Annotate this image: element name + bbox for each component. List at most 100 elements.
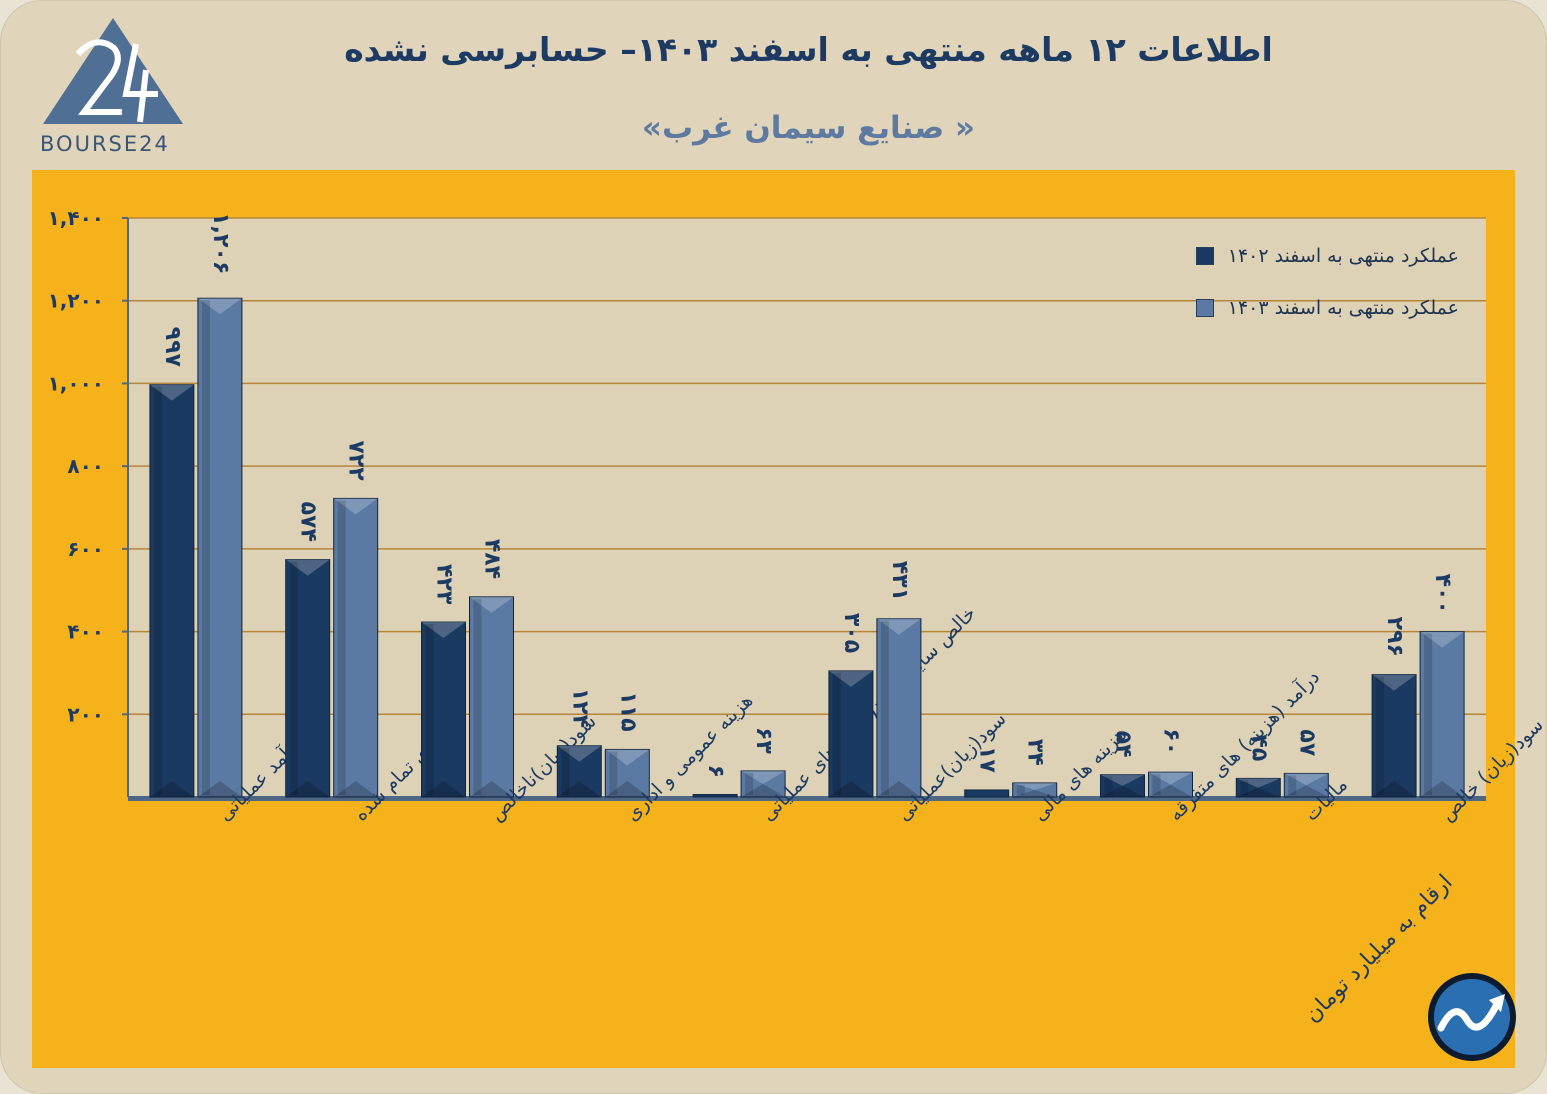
bar-value-label: ۳۴ — [1023, 739, 1048, 766]
bar-shade — [1288, 775, 1297, 795]
bar-shade — [880, 620, 889, 795]
bar-bevel-bottom — [421, 781, 466, 797]
bar-value-label: ۶۳ — [751, 727, 776, 754]
y-tick-label: ۸۰۰ — [67, 454, 104, 478]
bar-shade — [153, 386, 162, 795]
bar-bevel-bottom — [469, 781, 514, 797]
bar-value-label: ۹۹۷ — [160, 327, 185, 368]
bar-bevel-top — [828, 670, 873, 687]
y-tick-label: ۱,۰۰۰ — [48, 371, 104, 395]
bar-bevel-bottom — [1100, 785, 1145, 797]
legend-label-1402: عملکرد منتهی به اسفند ۱۴۰۲ — [1227, 245, 1459, 267]
bar-value-label: ۶ — [703, 765, 728, 778]
bar-value-label: ۱۱۵ — [615, 691, 640, 731]
y-tick-label: ۲۰۰ — [67, 702, 104, 726]
bar — [149, 384, 195, 798]
bar — [740, 770, 786, 798]
bar-bevel-top — [1012, 782, 1057, 790]
bourse24-logo — [43, 18, 183, 124]
bar-shade — [745, 772, 754, 795]
bar-bevel-top — [197, 298, 242, 315]
bar-shade — [1424, 633, 1433, 795]
bar-value-label: ۵۷۴ — [296, 502, 321, 542]
bar-bevel-bottom — [333, 781, 378, 797]
bar — [1371, 674, 1417, 798]
bar-value-label: ۲۹۶ — [1382, 617, 1407, 657]
bar — [1235, 777, 1281, 798]
y-tick-label: ۴۰۰ — [67, 620, 104, 644]
bar-value-label: ۴۰۰ — [1430, 574, 1455, 614]
bar-bevel-bottom — [605, 781, 650, 797]
bar-bevel-bottom — [1284, 785, 1329, 797]
bar-value-label: ۴۲۳ — [432, 564, 457, 605]
logo-text: BOURSE24 — [40, 132, 170, 156]
bar-bevel-top — [285, 559, 330, 576]
bar-bevel-top — [605, 749, 650, 766]
bar-bevel-bottom — [1372, 781, 1417, 797]
bar-bevel-bottom — [1420, 781, 1465, 797]
bar-bevel-top — [741, 770, 786, 784]
bar — [692, 794, 738, 798]
bar-bevel-top — [469, 596, 514, 613]
bar — [1012, 782, 1058, 798]
bar-bevel-bottom — [557, 781, 602, 797]
bar-shade — [1376, 676, 1385, 795]
trend-badge-icon — [1428, 973, 1516, 1061]
bar-bevel-bottom — [1148, 784, 1193, 797]
bar-value-label: ۵۷ — [1294, 729, 1319, 756]
bar-bevel-top — [1148, 772, 1193, 785]
legend-item-1403: عملکرد منتهی به اسفند ۱۴۰۳ — [1195, 295, 1459, 321]
bar-value-label: ۱۷ — [975, 746, 1000, 773]
bar-bevel-bottom — [1012, 789, 1057, 797]
bar-bevel-top — [557, 745, 602, 762]
bar-bevel-top — [1100, 774, 1145, 786]
bar-value-label: ۱,۲۰۶ — [208, 212, 233, 274]
bar-bevel-bottom — [1236, 787, 1281, 797]
bar-shade — [1240, 780, 1249, 795]
legend-swatch-1403 — [1195, 299, 1214, 317]
bar — [1419, 631, 1465, 798]
bar-bevel-bottom — [876, 781, 921, 797]
x-axis — [128, 796, 1486, 801]
page-title: اطلاعات ۱۲ ماهه منتهی به اسفند ۱۴۰۳– حسا… — [344, 30, 1273, 69]
bar-shade — [832, 672, 841, 795]
bar — [876, 618, 922, 798]
bar-value-label: ۶۰ — [1159, 728, 1184, 755]
bar-shade — [337, 500, 346, 795]
bar-shade — [289, 561, 298, 795]
bar-shade — [1152, 774, 1161, 795]
bar-bevel-bottom — [828, 781, 873, 797]
bar — [828, 670, 874, 798]
legend-item-1402: عملکرد منتهی به اسفند ۱۴۰۲ — [1195, 243, 1459, 269]
bar-value-label: ۳۰۵ — [839, 613, 864, 653]
bar — [285, 559, 331, 798]
bar-bevel-top — [149, 384, 194, 401]
bar-value-label: ۷۲۲ — [344, 440, 369, 481]
bar — [1100, 774, 1145, 798]
bar-value-label: ۱۲۴ — [567, 688, 592, 728]
bar — [556, 745, 602, 798]
bar-value-label: ۴۵ — [1246, 734, 1271, 761]
legend-label-1403: عملکرد منتهی به اسفند ۱۴۰۳ — [1227, 297, 1459, 319]
bar — [1283, 772, 1329, 798]
bar — [604, 748, 650, 798]
bar-bevel-top — [1372, 674, 1417, 691]
bar-shade — [1104, 776, 1113, 795]
page-subtitle: « صنایع سیمان غرب» — [641, 110, 976, 146]
bar-shade — [561, 747, 570, 795]
legend: عملکرد منتهی به اسفند ۱۴۰۲ عملکرد منتهی … — [1195, 243, 1459, 347]
y-tick-label: ۱,۴۰۰ — [48, 206, 104, 230]
bar — [421, 621, 466, 798]
bar — [964, 789, 1010, 798]
bar-bevel-top — [421, 622, 466, 639]
bar-bevel-top — [333, 498, 378, 515]
bar-shade — [425, 624, 434, 795]
bar — [469, 596, 514, 798]
bar-shade — [201, 300, 210, 795]
bar-bevel-top — [876, 618, 921, 635]
bar-bevel-top — [1420, 631, 1465, 648]
bar-bevel-bottom — [197, 781, 242, 797]
legend-swatch-1402 — [1195, 247, 1214, 265]
bar-bevel-bottom — [741, 783, 786, 797]
